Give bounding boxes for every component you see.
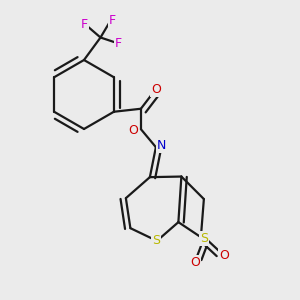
Text: O: O xyxy=(190,256,200,269)
Text: F: F xyxy=(109,14,116,28)
Text: S: S xyxy=(200,232,208,245)
Text: F: F xyxy=(115,37,122,50)
Text: S: S xyxy=(152,234,160,247)
Text: O: O xyxy=(219,249,229,262)
Text: F: F xyxy=(80,17,88,31)
Text: N: N xyxy=(157,139,166,152)
Text: O: O xyxy=(151,83,161,96)
Text: O: O xyxy=(128,124,138,137)
